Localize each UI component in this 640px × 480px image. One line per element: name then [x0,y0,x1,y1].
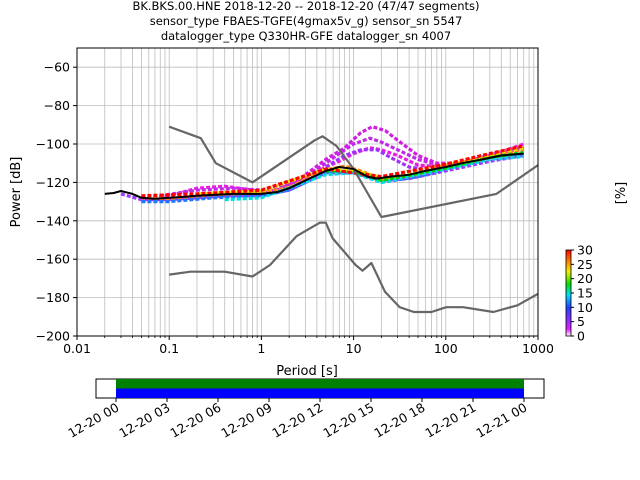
chart-title-line-1: BK.BKS.00.HNE 2018-12-20 -- 2018-12-20 (… [132,0,479,13]
timeline-tick-label: 12-20 06 [167,400,223,441]
timeline-tick-label: 12-20 18 [371,400,427,441]
y-axis-label: Power [dB] [9,157,24,228]
timeline-tick-label: 12-20 12 [269,400,325,441]
x-axis: 0.01 0.1 1 10 100 1000 [63,336,554,356]
timeline-bar-segments-used [116,388,524,398]
x-tick-label: 10 [346,341,362,356]
pdf-series [160,136,525,198]
plot-frame [76,47,539,337]
y-tick-label: −100 [36,137,70,152]
colorbar-swatch [565,249,572,337]
pdf-curves [120,125,525,204]
lower-noise-model-line [169,221,539,314]
y-tick-label: −80 [44,98,70,113]
y-axis: −200 −180 −160 −140 −120 −100 −80 −60 [36,60,77,344]
colorbar-label: [%] [614,182,629,205]
timeline-tick-label: 12-20 21 [422,400,478,441]
y-tick-label: −60 [44,60,70,75]
colorbar-tick-label: 5 [577,314,585,329]
y-tick-label: −200 [36,329,70,344]
x-axis-label: Period [s] [276,364,338,379]
y-tick-label: −180 [36,290,70,305]
colorbar-tick-label: 10 [577,300,593,315]
pdf-series [304,125,462,176]
x-tick-label: 1000 [522,341,554,356]
colorbar-tick-label: 20 [577,271,593,286]
mode-line [104,152,524,200]
timeline-tick-label: 12-20 15 [320,400,376,441]
colorbar-tick-label: 0 [577,329,585,344]
upper-noise-model-line [168,125,539,219]
x-tick-label: 1 [257,341,265,356]
y-tick-label: −120 [36,175,70,190]
noise-models [168,125,539,314]
colorbar-tick-label: 25 [577,257,593,272]
chart-title-line-3: datalogger_type Q330HR-GFE datalogger_sn… [161,29,451,43]
timeline-tick-label: 12-20 00 [65,400,121,441]
pdf-series [324,148,438,173]
timeline-bar-data-coverage [116,379,524,389]
grid-lines [76,48,538,337]
x-tick-label: 0.01 [63,341,91,356]
x-tick-label: 100 [434,341,458,356]
colorbar-tick-label: 30 [577,243,593,258]
timeline-tick-label: 12-21 00 [473,400,529,441]
timeline-tick-label: 12-20 09 [218,400,274,441]
y-tick-label: −140 [36,213,70,228]
chart-title-line-2: sensor_type FBAES-TGFE(4gmax5v_g) sensor… [150,14,463,28]
mode-curve [104,152,524,200]
colorbar-tick-label: 15 [577,286,593,301]
timeline-tick-label: 12-20 03 [116,400,172,441]
pdf-series [141,144,525,198]
y-tick-label: −160 [36,252,70,267]
x-tick-label: 0.1 [159,341,179,356]
